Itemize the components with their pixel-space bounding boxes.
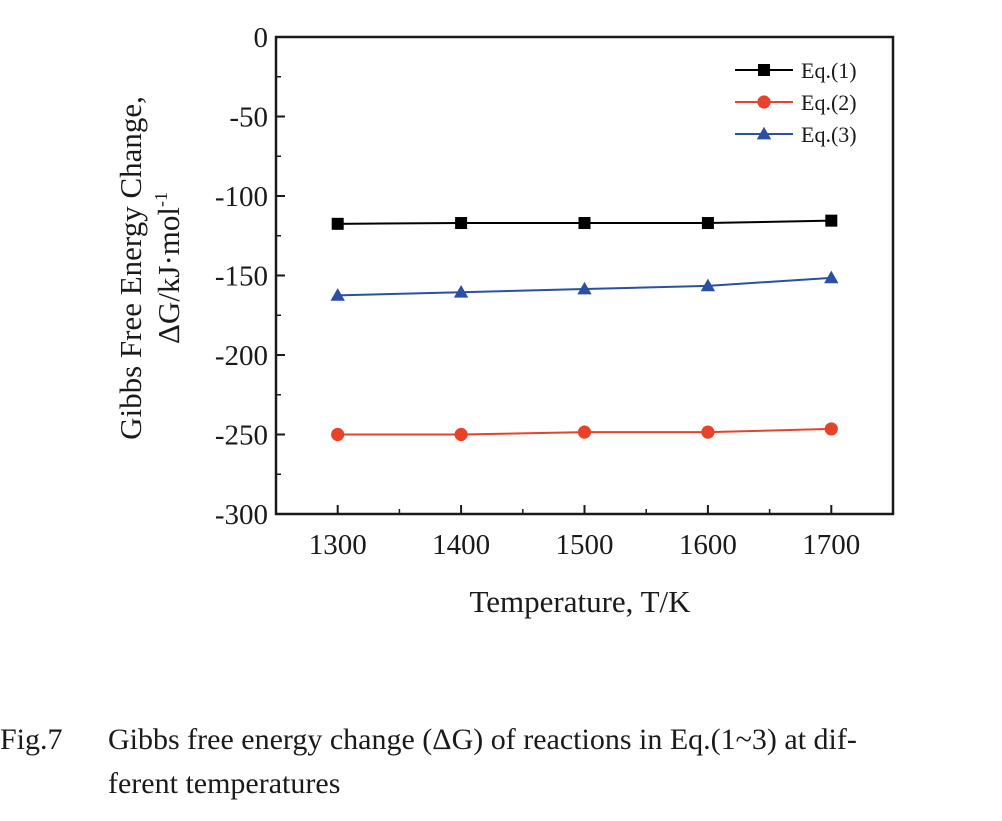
- y-tick-label: -100: [215, 181, 268, 213]
- y-tick-label: -150: [215, 261, 268, 293]
- legend-marker: [756, 126, 772, 140]
- data-point: [578, 217, 591, 230]
- data-point: [454, 427, 468, 442]
- y-axis-title-sup: -1: [151, 192, 171, 207]
- data-point: [824, 270, 839, 284]
- data-point: [825, 214, 838, 227]
- legend-item-2: Eq.(2): [735, 90, 857, 115]
- caption-line-1: Gibbs free energy change (ΔG) of reactio…: [108, 723, 857, 756]
- y-tick-label: 0: [254, 22, 269, 54]
- legend: Eq.(1) Eq.(2) Eq.(3): [735, 58, 857, 147]
- x-tick-label: 1600: [679, 529, 737, 561]
- legend-marker: [757, 95, 771, 109]
- x-axis-title-text: Temperature, T/K: [469, 584, 691, 619]
- caption-line-2: ferent temperatures: [108, 767, 341, 800]
- data-point: [453, 284, 469, 298]
- x-axis: 1300 1400 1500 1600 1700: [309, 505, 860, 561]
- y-tick-label: -300: [215, 499, 268, 531]
- data-point: [701, 217, 714, 230]
- series-layer: [330, 214, 839, 442]
- x-axis-title: Temperature, T/K: [469, 584, 691, 619]
- y-tick-label: -50: [229, 102, 268, 134]
- y-axis-title: Gibbs Free Energy Change, ΔG/kJ·mol-1: [113, 96, 186, 440]
- data-point: [701, 425, 715, 439]
- series-2: [331, 422, 838, 442]
- legend-label: Eq.(3): [801, 122, 857, 147]
- data-point: [331, 427, 345, 442]
- data-point: [824, 422, 838, 436]
- y-axis-title-unit: ΔG/kJ·mol: [151, 207, 186, 344]
- y-axis-title-line1: Gibbs Free Energy Change,: [113, 96, 148, 440]
- series-3: [330, 270, 839, 301]
- legend-item-1: Eq.(1): [735, 58, 857, 83]
- y-tick-label: -250: [215, 420, 268, 452]
- data-point: [577, 281, 592, 295]
- legend-label: Eq.(1): [801, 58, 857, 83]
- data-point: [455, 217, 468, 230]
- series-1: [331, 214, 838, 230]
- y-axis-title-line2: ΔG/kJ·mol-1: [151, 192, 186, 344]
- x-tick-label: 1700: [802, 529, 860, 561]
- figure-number: Fig.7: [0, 723, 63, 756]
- data-point: [331, 217, 344, 230]
- legend-item-3: Eq.(3): [735, 122, 857, 147]
- x-tick-label: 1500: [556, 529, 614, 561]
- data-point: [577, 425, 592, 439]
- y-axis: 0 -50 -100 -150 -200 -250 -300: [215, 22, 285, 531]
- x-tick-label: 1300: [309, 529, 367, 561]
- legend-label: Eq.(2): [801, 90, 857, 115]
- data-point: [330, 288, 345, 301]
- data-point: [700, 278, 716, 292]
- x-tick-label: 1400: [432, 529, 490, 561]
- y-tick-label: -200: [215, 340, 268, 372]
- legend-marker: [758, 64, 770, 76]
